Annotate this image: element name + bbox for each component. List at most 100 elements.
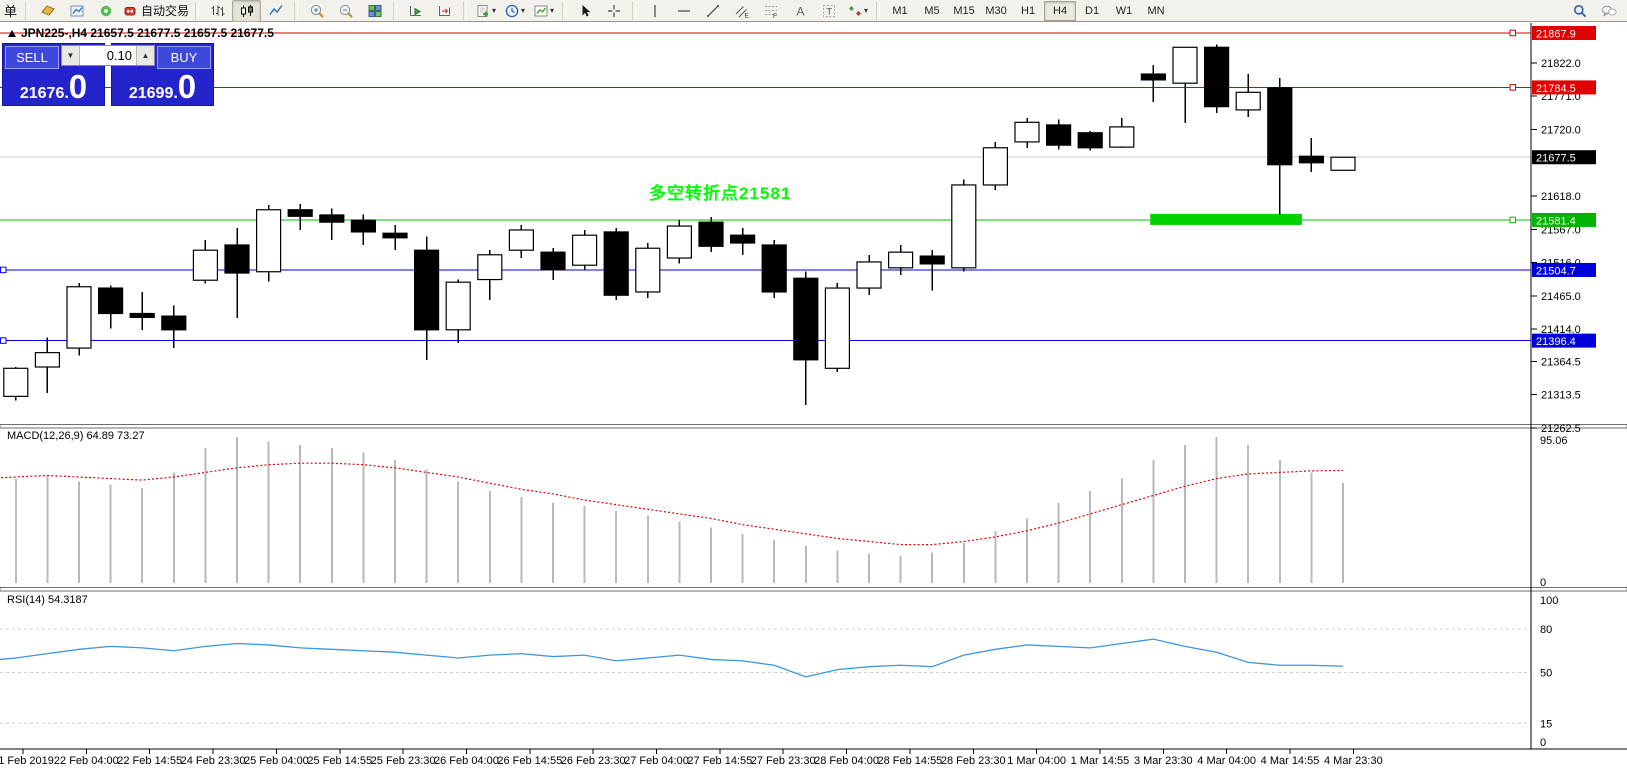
timeframe-M15[interactable]: M15 [953,4,975,17]
candle-body [1172,46,1198,84]
candle-body [919,255,945,265]
price-badge-label: 21396.4 [1536,336,1576,348]
zoom-in-button[interactable] [302,0,331,22]
candle-body [824,287,851,369]
pane-separator[interactable] [0,587,1627,592]
toolbar: 单 自动交易 ▾ ▾ ▾ E F A T ▾ M1 M5 M15 M30 H1 H4 D1 W1 MN [0,0,1627,22]
cursor-tool-button[interactable] [570,0,599,22]
toolbar-separator [25,1,30,20]
price-badge-label: 21677.5 [1536,153,1576,165]
tile-windows-button[interactable] [360,0,389,22]
line-chart-mode-button[interactable] [261,0,290,22]
time-axis-label: 26 Feb 14:55 [497,755,562,767]
toolbar-separator [195,1,200,20]
price-badge [1532,26,1596,40]
volume-dropdown-button[interactable]: ▼ [62,46,80,65]
zoom-out-button[interactable] [331,0,360,22]
search-button[interactable] [1565,0,1594,22]
candle-body [666,225,693,259]
time-axis-label: 4 Mar 14:55 [1261,755,1320,767]
chart-title-text: JPN225-,H4 21657.5 21677.5 21657.5 21677… [21,26,274,40]
timeframe-M5[interactable]: M5 [924,4,940,17]
chart-shift-button[interactable] [430,0,459,22]
volume-input[interactable] [80,46,136,65]
auto-scroll-button[interactable] [401,0,430,22]
line-anchor-handle[interactable] [1509,29,1516,37]
auto-trading-button[interactable]: 自动交易 [120,0,191,22]
candle-body [3,367,29,397]
signals-button[interactable] [91,0,120,22]
timeframe-D1[interactable]: D1 [1085,4,1100,17]
timeframe-MN[interactable]: MN [1147,4,1165,17]
time-axis-label: 22 Feb 14:55 [117,755,182,767]
time-axis-label: 1 Mar 14:55 [1071,755,1130,767]
caret-down-icon[interactable]: ▾ [521,6,526,15]
candlestick-mode-button[interactable] [232,0,262,22]
text-tool-button[interactable]: A [785,0,814,22]
price-tick-label: 21720.0 [1541,124,1581,136]
chat-button[interactable] [1594,0,1623,22]
periods-button[interactable]: ▾ [500,0,529,22]
sell-button[interactable]: SELL [5,46,59,69]
candle-body [319,214,345,223]
text-tool-icon: A [796,4,804,18]
volume-up-button[interactable]: ▲ [136,46,154,65]
price-tick-label: 21822.0 [1541,58,1581,70]
candle-body [1077,132,1103,149]
timeframe-M30[interactable]: M30 [985,4,1007,17]
arrows-tool-button[interactable]: ▾ [843,0,872,22]
horizontal-line-tool-button[interactable] [669,0,698,22]
pane-separator[interactable] [0,424,1627,429]
buy-price-main: 21699. [128,85,178,102]
caret-down-icon[interactable]: ▾ [864,6,869,15]
line-anchor-handle[interactable] [1509,84,1516,91]
pivot-zone-highlight[interactable] [1150,213,1302,225]
templates-button[interactable]: ▾ [529,0,558,22]
chat-icon [1601,5,1617,17]
toolbar-left-label: 单 [4,4,18,19]
horizontal-line-tool-icon [677,9,690,12]
bar-chart-mode-button[interactable] [203,0,232,22]
profiles-button[interactable] [62,0,91,22]
new-chart-button[interactable]: ▾ [471,0,500,22]
timeframe-W1[interactable]: W1 [1115,4,1133,17]
buy-button[interactable]: BUY [157,46,211,69]
vertical-line-tool-button[interactable] [640,0,669,22]
crosshair-tool-button[interactable] [599,0,628,22]
line-anchor-handle[interactable] [1509,216,1516,224]
auto-trading-icon [124,6,136,15]
trendline-tool-button[interactable] [698,0,727,22]
cursor-tool-icon [582,4,590,16]
macd-signal-line [0,462,1344,546]
new-order-button[interactable] [33,0,62,22]
equidistant-channel-tool-button[interactable]: E [727,0,756,22]
candle-body [1330,156,1356,171]
time-axis-label: 26 Feb 04:00 [434,755,499,767]
line-anchor-handle[interactable] [0,337,7,344]
price-tick-label: 21313.5 [1541,390,1581,402]
text-label-tool-button[interactable]: T [814,0,843,22]
chart-title: JPN225-,H4 21657.5 21677.5 21657.5 21677… [8,26,274,40]
time-axis-label: 3 Mar 23:30 [1134,755,1193,767]
rsi-indicator-label: RSI(14) 54.3187 [7,594,88,606]
timeframe-M1[interactable]: M1 [892,4,908,17]
toolbar-separator [632,1,637,20]
toolbar-groups: 自动交易 ▾ ▾ ▾ E F A T ▾ M1 M5 M15 M30 H1 H4 D1 W1 MN [33,0,1623,22]
line-anchor-handle[interactable] [0,266,7,274]
bar-chart-mode-icon [211,5,225,16]
sell-panel[interactable]: SELL 21676.0 [2,43,105,106]
symbol-marker-icon [8,29,16,37]
candle-body [698,221,724,247]
price-tick-label: 21364.5 [1541,356,1581,368]
caret-down-icon[interactable]: ▾ [550,6,555,15]
caret-down-icon[interactable]: ▾ [492,6,497,15]
candle-body [951,184,977,269]
fibonacci-tool-button[interactable]: F [756,0,785,22]
timeframe-H4[interactable]: H4 [1044,0,1077,21]
auto-scroll-icon [409,5,421,16]
timeframe-H1[interactable]: H1 [1021,4,1036,17]
templates-icon [534,5,548,16]
candle-body [1298,155,1325,164]
candle-body [382,232,408,239]
